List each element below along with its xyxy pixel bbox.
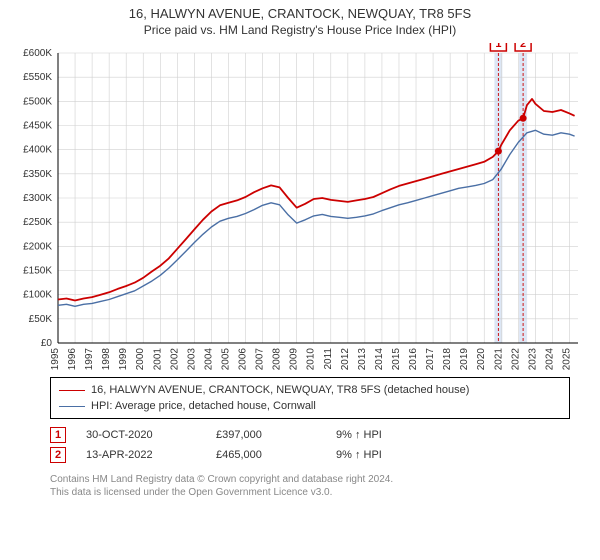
marker-price: £465,000 bbox=[216, 449, 316, 461]
svg-text:1: 1 bbox=[495, 43, 501, 50]
svg-text:1998: 1998 bbox=[101, 348, 112, 371]
legend-row: HPI: Average price, detached house, Corn… bbox=[59, 398, 561, 414]
marker-date: 13-APR-2022 bbox=[86, 449, 196, 461]
svg-text:2025: 2025 bbox=[561, 348, 572, 371]
chart-title: 16, HALWYN AVENUE, CRANTOCK, NEWQUAY, TR… bbox=[0, 6, 600, 21]
svg-text:2017: 2017 bbox=[425, 348, 436, 371]
svg-text:£250K: £250K bbox=[23, 217, 52, 228]
svg-text:2004: 2004 bbox=[203, 348, 214, 371]
svg-text:2002: 2002 bbox=[169, 348, 180, 371]
svg-text:£150K: £150K bbox=[23, 266, 52, 277]
svg-text:1997: 1997 bbox=[84, 348, 95, 371]
marker-chip: 1 bbox=[50, 427, 66, 443]
svg-text:2024: 2024 bbox=[544, 348, 555, 371]
footer: Contains HM Land Registry data © Crown c… bbox=[50, 473, 570, 499]
line-chart-svg: £0 £50K £100K £150K £200K £250K £300K £350K £400… bbox=[8, 43, 592, 373]
legend-label: HPI: Average price, detached house, Corn… bbox=[91, 400, 316, 412]
chart-area: £0 £50K £100K £150K £200K £250K £300K £350K £400… bbox=[8, 43, 592, 373]
svg-text:2007: 2007 bbox=[255, 348, 266, 371]
svg-text:2000: 2000 bbox=[135, 348, 146, 371]
svg-text:2006: 2006 bbox=[238, 348, 249, 371]
svg-text:2010: 2010 bbox=[306, 348, 317, 371]
marker-table: 1 30-OCT-2020 £397,000 9% ↑ HPI 2 13-APR… bbox=[50, 425, 570, 465]
svg-text:2003: 2003 bbox=[186, 348, 197, 371]
svg-text:2012: 2012 bbox=[340, 348, 351, 371]
svg-text:£200K: £200K bbox=[23, 241, 52, 252]
svg-text:2019: 2019 bbox=[459, 348, 470, 371]
marker-chip: 2 bbox=[50, 447, 66, 463]
svg-text:£450K: £450K bbox=[23, 121, 52, 132]
svg-text:2: 2 bbox=[520, 43, 526, 50]
svg-text:2013: 2013 bbox=[357, 348, 368, 371]
svg-text:2001: 2001 bbox=[152, 348, 163, 371]
legend: 16, HALWYN AVENUE, CRANTOCK, NEWQUAY, TR… bbox=[50, 377, 570, 419]
marker-price: £397,000 bbox=[216, 429, 316, 441]
legend-row: 16, HALWYN AVENUE, CRANTOCK, NEWQUAY, TR… bbox=[59, 382, 561, 398]
chart-title-block: 16, HALWYN AVENUE, CRANTOCK, NEWQUAY, TR… bbox=[0, 0, 600, 37]
svg-text:2005: 2005 bbox=[220, 348, 231, 371]
svg-text:£0: £0 bbox=[41, 338, 53, 349]
svg-text:£50K: £50K bbox=[29, 314, 53, 325]
svg-text:£550K: £550K bbox=[23, 72, 52, 83]
svg-text:2009: 2009 bbox=[289, 348, 300, 371]
svg-text:1999: 1999 bbox=[118, 348, 129, 371]
svg-text:£400K: £400K bbox=[23, 145, 52, 156]
svg-text:2011: 2011 bbox=[323, 348, 334, 370]
svg-text:1995: 1995 bbox=[50, 348, 61, 371]
footer-line: This data is licensed under the Open Gov… bbox=[50, 486, 570, 499]
marker-row: 1 30-OCT-2020 £397,000 9% ↑ HPI bbox=[50, 425, 570, 445]
marker-delta: 9% ↑ HPI bbox=[336, 449, 382, 461]
svg-text:2022: 2022 bbox=[510, 348, 521, 371]
chart-subtitle: Price paid vs. HM Land Registry's House … bbox=[0, 23, 600, 37]
legend-swatch bbox=[59, 406, 85, 407]
svg-text:1996: 1996 bbox=[67, 348, 78, 371]
svg-text:£100K: £100K bbox=[23, 290, 52, 301]
svg-text:2008: 2008 bbox=[272, 348, 283, 371]
svg-text:2014: 2014 bbox=[374, 348, 385, 371]
legend-swatch bbox=[59, 390, 85, 391]
svg-text:2020: 2020 bbox=[476, 348, 487, 371]
marker-delta: 9% ↑ HPI bbox=[336, 429, 382, 441]
svg-text:£350K: £350K bbox=[23, 169, 52, 180]
marker-date: 30-OCT-2020 bbox=[86, 429, 196, 441]
footer-line: Contains HM Land Registry data © Crown c… bbox=[50, 473, 570, 486]
legend-label: 16, HALWYN AVENUE, CRANTOCK, NEWQUAY, TR… bbox=[91, 384, 469, 396]
svg-text:2021: 2021 bbox=[493, 348, 504, 371]
svg-text:2018: 2018 bbox=[442, 348, 453, 371]
svg-text:2023: 2023 bbox=[527, 348, 538, 371]
svg-text:£500K: £500K bbox=[23, 96, 52, 107]
svg-text:£300K: £300K bbox=[23, 193, 52, 204]
svg-text:2016: 2016 bbox=[408, 348, 419, 371]
svg-text:£600K: £600K bbox=[23, 48, 52, 59]
marker-row: 2 13-APR-2022 £465,000 9% ↑ HPI bbox=[50, 445, 570, 465]
svg-text:2015: 2015 bbox=[391, 348, 402, 371]
